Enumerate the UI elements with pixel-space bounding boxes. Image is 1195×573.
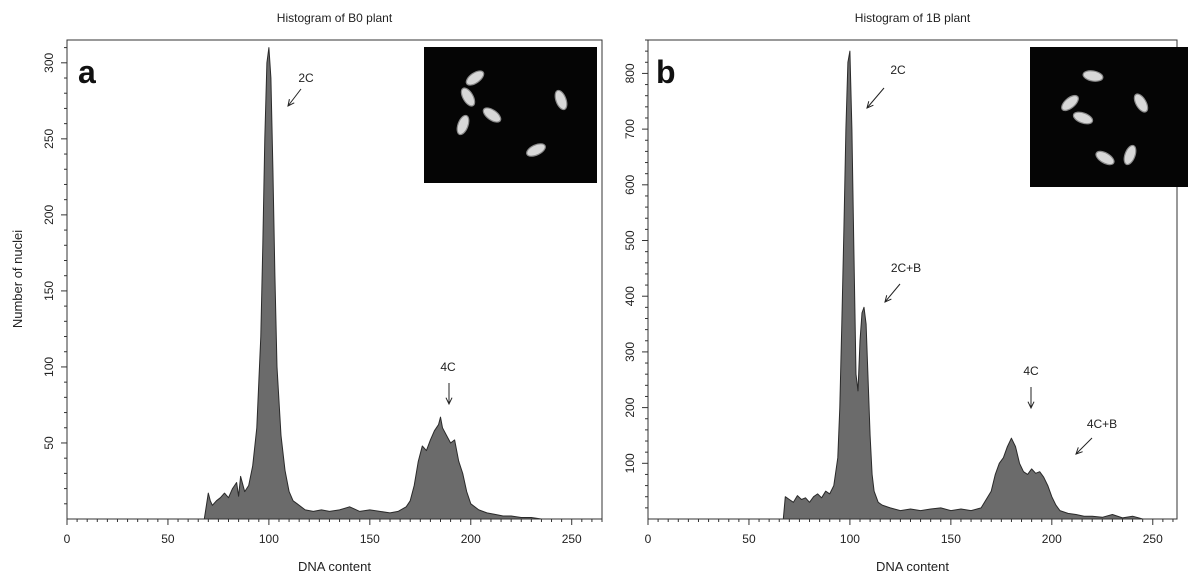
annotation-arrow [866, 87, 885, 109]
annotation-arrowhead [287, 99, 295, 107]
annotation-arrowhead [884, 295, 892, 303]
panel-letter: b [656, 54, 676, 90]
chart-title: Histogram of B0 plant [277, 11, 393, 25]
x-tick-label: 250 [562, 532, 582, 546]
plot-frame [66, 39, 603, 520]
annotation-arrowhead [866, 101, 874, 109]
annotation-arrowhead [445, 397, 453, 406]
inset-micrograph [1030, 47, 1188, 187]
x-tick-label: 200 [1042, 532, 1062, 546]
y-tick-label: 200 [42, 205, 56, 225]
annotation-arrowhead [1075, 447, 1083, 455]
y-axis-label: Number of nuclei [10, 230, 25, 328]
x-tick-label: 50 [742, 532, 756, 546]
x-tick-label: 150 [360, 532, 380, 546]
peak-annotation-label: 4C [1023, 364, 1039, 378]
y-tick-label: 800 [623, 63, 637, 83]
y-tick-label: 100 [42, 357, 56, 377]
y-tick-label: 100 [623, 453, 637, 473]
x-axis-label: DNA content [298, 559, 371, 573]
histogram-area [782, 50, 1144, 520]
annotation-arrow [884, 283, 901, 303]
chromosome-blob [1123, 144, 1137, 166]
y-tick-label: 200 [623, 397, 637, 417]
chromosome-blob [465, 70, 485, 86]
y-tick-label: 500 [623, 230, 637, 250]
peak-annotation-label: 2C [298, 71, 314, 85]
x-axis-label: DNA content [876, 559, 949, 573]
chart-title: Histogram of 1B plant [855, 11, 971, 25]
x-tick-label: 100 [840, 532, 860, 546]
chromosome-blob [526, 143, 546, 157]
x-tick-label: 200 [461, 532, 481, 546]
chromosome-blob [456, 114, 470, 136]
peak-annotation-label: 2C [890, 63, 906, 77]
chromosome-blob [1061, 94, 1079, 112]
chromosome-blob [1072, 111, 1094, 125]
y-tick-label: 400 [623, 286, 637, 306]
annotation-arrow [287, 88, 302, 107]
chromosome-blob [460, 87, 476, 107]
annotation-arrowhead [1027, 401, 1035, 410]
x-tick-label: 150 [941, 532, 961, 546]
y-tick-label: 700 [623, 119, 637, 139]
y-tick-label: 300 [42, 52, 56, 72]
chromosome-blob [1133, 93, 1149, 113]
x-tick-label: 100 [259, 532, 279, 546]
x-tick-label: 0 [645, 532, 652, 546]
inset-micrograph [424, 47, 597, 183]
chromosome-blob [1095, 150, 1115, 166]
plot-frame [647, 39, 1178, 520]
y-tick-label: 300 [623, 342, 637, 362]
peak-annotation-label: 4C [440, 360, 456, 374]
y-tick-label: 150 [42, 281, 56, 301]
x-tick-label: 250 [1143, 532, 1163, 546]
chromosome-blob [482, 107, 502, 123]
histogram-area [203, 47, 552, 520]
panel-b: 0 50 100 150 200 250 100 200 300 400 500 600 700 800 H… [623, 11, 1188, 573]
chromosome-blob [554, 89, 568, 111]
peak-annotation-label: 2C+B [891, 261, 921, 275]
peak-annotation-label: 4C+B [1087, 417, 1117, 431]
y-tick-label: 50 [42, 436, 56, 450]
chromosome-blob [1082, 70, 1104, 82]
y-tick-label: 600 [623, 174, 637, 194]
annotation-arrow [1075, 437, 1093, 455]
panel-letter: a [78, 54, 96, 90]
panel-a: 0 50 100 150 200 250 50 100 150 200 250 300 Histogra… [10, 11, 603, 573]
y-tick-label: 250 [42, 129, 56, 149]
x-tick-label: 50 [161, 532, 175, 546]
x-tick-label: 0 [64, 532, 71, 546]
